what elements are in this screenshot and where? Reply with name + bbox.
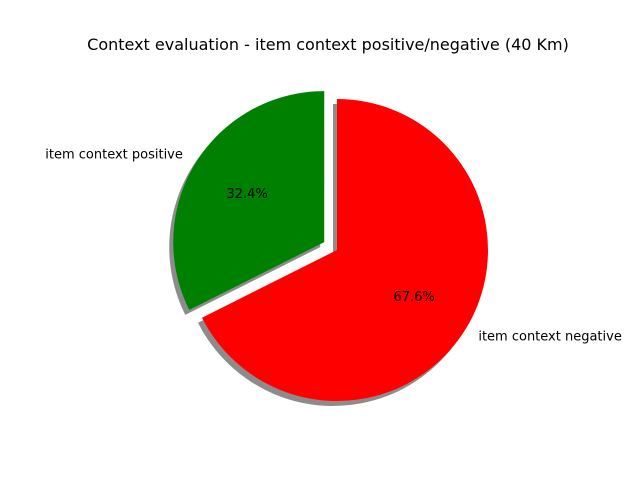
pie-slice-item-context-negative (202, 99, 488, 401)
slice-percent-label-item-context-positive: 32.4% (226, 187, 267, 202)
pie-slice-item-context-positive (173, 91, 325, 310)
slice-label-item-context-positive: item context positive (45, 147, 183, 162)
slice-percent-label-item-context-negative: 67.6% (393, 290, 434, 305)
pie-slice-layer (173, 91, 488, 401)
pie-label-layer: item context positive 32.4% item context n… (45, 147, 622, 344)
slice-label-item-context-negative: item context negative (478, 330, 621, 345)
chart-title: Context evaluation - item context positi… (87, 35, 569, 54)
